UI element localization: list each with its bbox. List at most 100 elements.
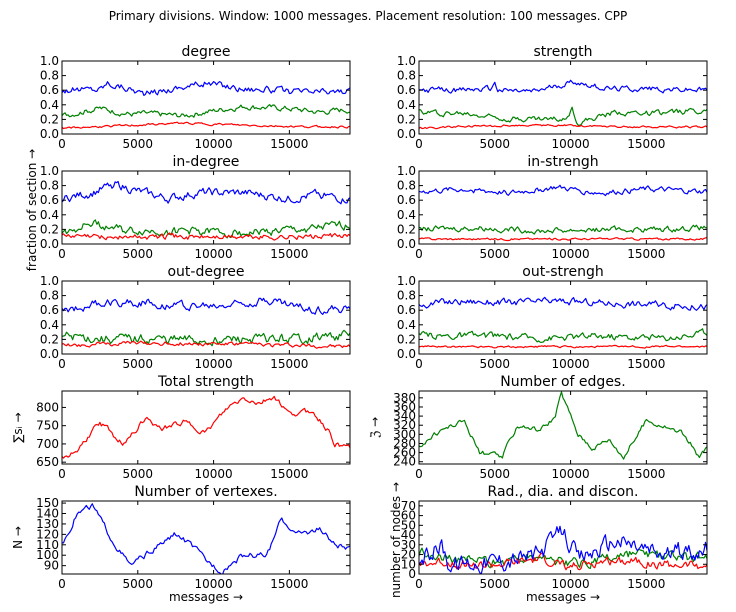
chart-strength: 0 5000 10000 15000 0.00.20.40.60.81.0 strengt…: [397, 44, 708, 151]
in-degree-ytick-label: 0.0: [40, 237, 59, 251]
rad-dia-discon-frame: [418, 500, 708, 575]
out-degree-ytick-label: 0.8: [40, 289, 59, 303]
number-of-vertexes-ytick-label: 130: [36, 517, 59, 531]
in-strengh-xtick-label: 5000: [480, 247, 511, 261]
in-strengh-series-blue: [419, 184, 707, 197]
total-strength-xtick-label: 5000: [123, 467, 154, 481]
in-strengh-ytick-label: 0.0: [397, 237, 416, 251]
number-of-vertexes-xtick-label: 10000: [194, 577, 232, 591]
number-of-edges-xtick-label: 0: [415, 467, 423, 481]
in-strengh-frame: [418, 170, 708, 245]
number-of-vertexes-ytick-label: 140: [36, 507, 59, 521]
out-degree-ytick-label: 0.0: [40, 347, 59, 361]
chart-out-degree: 0 5000 10000 15000 0.00.20.40.60.81.0 out-deg…: [40, 264, 351, 371]
in-strengh-ytick-label: 0.2: [397, 222, 416, 236]
rad-dia-discon-ytick-label: 60: [401, 509, 416, 523]
number-of-edges-frame: [418, 390, 708, 465]
in-degree-series-blue: [62, 180, 350, 205]
out-degree-title: out-degree: [167, 264, 244, 280]
out-strengh-title: out-strengh: [522, 264, 603, 280]
out-strengh-ytick-label: 1.0: [397, 274, 416, 288]
number-of-edges-ytick-label: 360: [393, 400, 416, 414]
strength-series-green: [419, 106, 707, 126]
number-of-vertexes-ytick-label: 150: [36, 496, 59, 510]
number-of-vertexes-xlabel: messages →: [169, 590, 243, 604]
total-strength-series-red: [62, 395, 350, 459]
strength-xtick-label: 15000: [627, 137, 665, 151]
degree-ytick-label: 0.4: [40, 98, 59, 112]
rad-dia-discon-ytick-label: 50: [401, 518, 416, 532]
chart-in-strengh: 0 5000 10000 15000 0.00.20.40.60.81.0 in-stre…: [397, 154, 708, 261]
rad-dia-discon-ytick-label: 30: [401, 538, 416, 552]
strength-frame: [418, 60, 708, 135]
number-of-edges-xtick-label: 15000: [627, 467, 665, 481]
number-of-vertexes-series-blue: [62, 503, 350, 574]
chart-total-strength: 0 5000 10000 15000 650 700 750 800 Total strengt…: [11, 374, 351, 481]
degree-ytick-label: 0.8: [40, 69, 59, 83]
number-of-edges-ytick-label: 340: [393, 409, 416, 423]
rad-dia-discon-series-red: [419, 552, 707, 571]
degree-xtick-label: 10000: [194, 137, 232, 151]
total-strength-title: Total strength: [157, 374, 254, 390]
out-degree-xtick-label: 15000: [270, 357, 308, 371]
rad-dia-discon-xtick-label: 10000: [551, 577, 589, 591]
rad-dia-discon-xlabel: messages →: [526, 590, 600, 604]
out-degree-xtick-label: 10000: [194, 357, 232, 371]
chart-degree: 0 5000 10000 15000 0.00.20.40.60.81.0 degree: [40, 44, 351, 151]
out-degree-series-red: [62, 340, 350, 349]
in-degree-title: in-degree: [173, 154, 240, 170]
out-strengh-series-red: [419, 344, 707, 349]
strength-ytick-label: 0.0: [397, 127, 416, 141]
number-of-vertexes-ytick-label: 110: [36, 538, 59, 552]
out-strengh-ytick-label: 0.8: [397, 289, 416, 303]
out-degree-ytick-label: 1.0: [40, 274, 59, 288]
out-degree-frame: [61, 280, 351, 355]
out-strengh-ytick-label: 0.0: [397, 347, 416, 361]
number-of-vertexes-xtick-label: 15000: [270, 577, 308, 591]
in-strengh-ytick-label: 1.0: [397, 164, 416, 178]
strength-series-blue: [419, 79, 707, 94]
in-degree-xtick-label: 0: [58, 247, 66, 261]
number-of-edges-ytick-label: 240: [393, 455, 416, 469]
number-of-edges-title: Number of edges.: [500, 374, 625, 390]
total-strength-ytick-label: 800: [36, 400, 59, 414]
strength-title: strength: [534, 44, 593, 60]
number-of-vertexes-frame: [61, 500, 351, 575]
in-strengh-ytick-label: 0.4: [397, 208, 416, 222]
in-strengh-xtick-label: 0: [415, 247, 423, 261]
out-strengh-xtick-label: 5000: [480, 357, 511, 371]
number-of-vertexes-ytick-label: 100: [36, 548, 59, 562]
strength-xtick-label: 5000: [480, 137, 511, 151]
rad-dia-discon-xtick-label: 0: [415, 577, 423, 591]
degree-series-blue: [62, 80, 350, 97]
in-degree-xtick-label: 10000: [194, 247, 232, 261]
rad-dia-discon-series-blue: [419, 525, 707, 574]
degree-ytick-label: 0.2: [40, 112, 59, 126]
degree-frame: [61, 60, 351, 135]
in-degree-ytick-label: 0.6: [40, 193, 59, 207]
rad-dia-discon-xtick-label: 5000: [480, 577, 511, 591]
number-of-edges-ytick-label: 300: [393, 427, 416, 441]
number-of-edges-series-green: [419, 391, 707, 460]
total-strength-frame: [61, 390, 351, 465]
total-strength-ytick-label: 750: [36, 419, 59, 433]
out-strengh-xtick-label: 15000: [627, 357, 665, 371]
in-strengh-xtick-label: 15000: [627, 247, 665, 261]
plots: 0 5000 10000 150000.00.20.40.60.81.0degree0…: [11, 44, 708, 604]
figure-suptitle: Primary divisions. Window: 1000 messages…: [109, 9, 628, 23]
out-strengh-ytick-label: 0.4: [397, 318, 416, 332]
degree-series-green: [62, 103, 350, 118]
out-strengh-series-green: [419, 328, 707, 343]
degree-xtick-label: 0: [58, 137, 66, 151]
fraction-ylabel: fraction of section →: [25, 149, 39, 271]
strength-xtick-label: 10000: [551, 137, 589, 151]
out-strengh-xtick-label: 0: [415, 357, 423, 371]
number-of-vertexes-title: Number of vertexes.: [134, 484, 277, 500]
degree-ytick-label: 0.0: [40, 127, 59, 141]
in-strengh-title: in-strengh: [527, 154, 598, 170]
chart-in-degree: 0 5000 10000 15000 0.00.20.40.60.81.0 in-degr…: [40, 154, 351, 261]
number-of-edges-xtick-label: 10000: [551, 467, 589, 481]
